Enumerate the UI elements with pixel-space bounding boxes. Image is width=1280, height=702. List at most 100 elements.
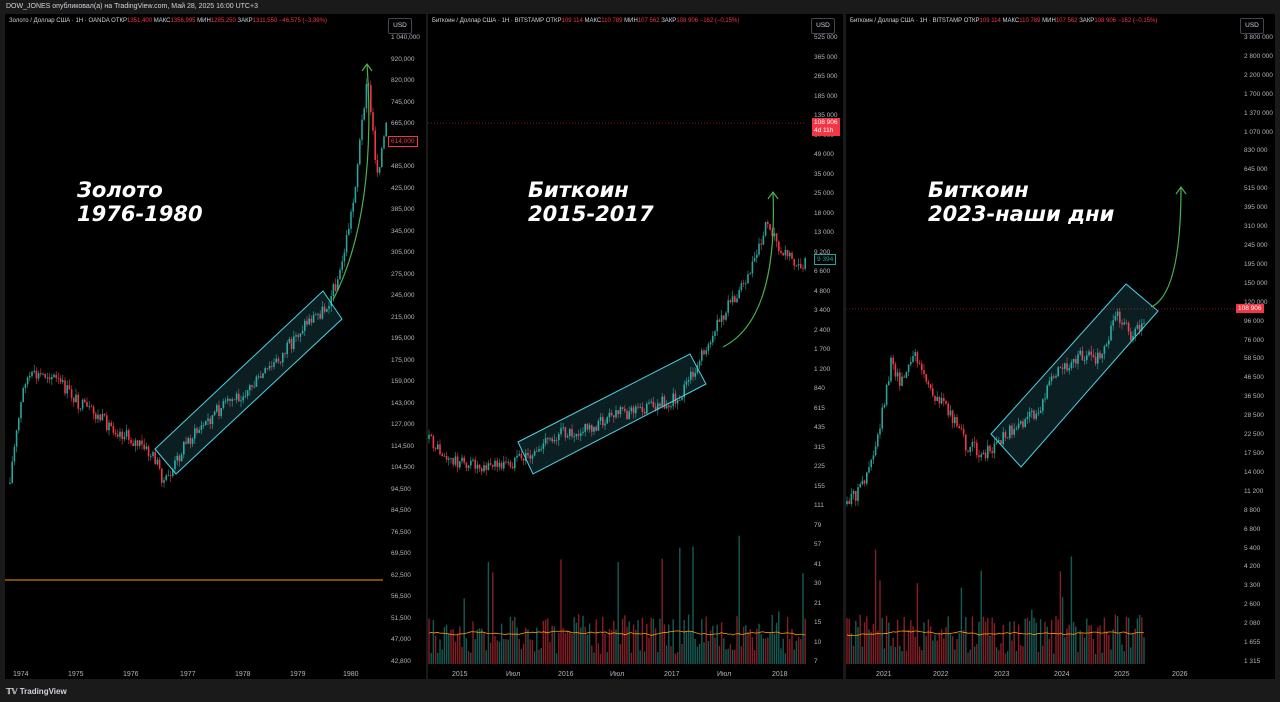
volume-bar: [701, 619, 703, 664]
candle-body: [1028, 412, 1031, 417]
candle-body: [95, 413, 97, 420]
volume-bar: [608, 628, 611, 664]
btc2023-header: Биткоин / Доллар США · 1Н · BITSTAMP ОТК…: [850, 18, 1157, 24]
candle-body: [910, 362, 912, 365]
volume-bar: [577, 614, 580, 664]
volume-bar: [881, 617, 883, 664]
y-tick-label: 195,000: [391, 335, 415, 343]
y-tick-label: 21: [814, 599, 822, 607]
candle-body: [976, 442, 978, 456]
high-label: МАКС: [153, 18, 171, 24]
candle-body: [326, 308, 328, 312]
volume-bar: [681, 643, 683, 664]
y-tick-label: 58 500: [1244, 355, 1264, 363]
candle-body: [323, 306, 326, 312]
volume-bar: [923, 622, 925, 664]
candle-body: [918, 363, 921, 364]
chart-panel-gold[interactable]: Золото / Доллар США · 1Н · OANDA ОТКР135…: [5, 14, 426, 679]
currency-button[interactable]: USD: [811, 18, 835, 34]
volume-bar: [452, 629, 454, 664]
candle-body: [707, 344, 710, 351]
y-tick-label: 315: [814, 443, 825, 451]
volume-bar: [654, 628, 657, 664]
currency-button[interactable]: USD: [388, 18, 412, 34]
volume-bar: [885, 615, 888, 664]
volume-bar: [951, 636, 954, 664]
chart-panel-btc-2015[interactable]: Биткоин / Доллар США · 1Н · BITSTAMP ОТК…: [428, 14, 843, 679]
candle-body: [945, 400, 947, 404]
candle-body: [773, 233, 776, 237]
volume-bar: [773, 633, 776, 664]
candle-body: [202, 425, 205, 426]
volume-bar: [626, 626, 628, 664]
volume-bar: [1059, 571, 1062, 664]
candle-body: [509, 461, 512, 467]
big-title-line-1: Золото: [77, 178, 163, 202]
volume-bar: [1068, 624, 1070, 664]
candle-body: [271, 366, 273, 367]
candle-body: [176, 455, 178, 461]
y-tick-label: 104,500: [391, 464, 415, 472]
candle-body: [558, 434, 560, 441]
candle-body: [753, 257, 756, 262]
btc2015-chart-canvas[interactable]: [428, 14, 843, 679]
volume-bar: [874, 549, 877, 664]
close-value: 108 906: [1094, 18, 1117, 24]
candle-body: [163, 480, 165, 483]
volume-bar: [542, 620, 545, 664]
volume-bar: [725, 649, 727, 664]
volume-bar: [918, 646, 921, 664]
btc2023-chart-canvas[interactable]: [846, 14, 1275, 679]
y-tick-label: 22 500: [1244, 431, 1264, 439]
chart-panel-btc-2023[interactable]: Биткоин / Доллар США · 1Н · BITSTAMP ОТК…: [846, 14, 1275, 679]
candle-body: [443, 455, 446, 457]
volume-bar: [1127, 617, 1130, 664]
volume-bar: [998, 650, 1000, 664]
x-tick-label: Июл: [610, 671, 625, 678]
volume-bar: [973, 646, 976, 664]
candle-body: [802, 267, 804, 269]
candle-body: [463, 457, 465, 463]
volume-bar: [679, 547, 681, 664]
tradingview-logo[interactable]: 𝕋𝕍 TradingView: [6, 682, 67, 702]
volume-bar: [575, 622, 578, 664]
candle-body: [257, 376, 260, 378]
candle-body: [112, 426, 115, 433]
candle-body: [639, 407, 641, 408]
volume-bar: [852, 645, 855, 664]
candle-body: [993, 443, 996, 454]
candle-body: [97, 414, 99, 420]
candle-body: [608, 412, 611, 418]
currency-button[interactable]: USD: [1240, 18, 1264, 34]
volume-bar: [1138, 614, 1141, 664]
volume-bar: [511, 620, 514, 664]
candle-body: [672, 393, 674, 407]
candle-body: [108, 422, 110, 431]
open-label: ОТКР: [963, 18, 980, 24]
volume-bar: [940, 629, 943, 664]
candle-body: [1015, 428, 1018, 430]
gold-chart-canvas[interactable]: [5, 14, 426, 679]
candle-body: [44, 373, 46, 378]
volume-bar: [967, 652, 969, 664]
candle-body: [286, 342, 288, 355]
volume-bar: [1006, 651, 1009, 664]
candle-body: [529, 455, 531, 459]
projection-arrowhead: [767, 190, 779, 200]
candle-body: [749, 273, 751, 275]
volume-bar: [1013, 620, 1015, 664]
candle-body: [586, 424, 589, 430]
volume-bar: [954, 649, 956, 664]
x-tick-label: 2021: [876, 671, 892, 678]
y-tick-label: 385,000: [391, 206, 415, 214]
low-label: МИН: [197, 18, 211, 24]
candle-body: [348, 228, 350, 236]
volume-bar: [1130, 647, 1132, 664]
candle-body: [1114, 316, 1117, 321]
candle-body: [938, 396, 941, 404]
candle-body: [136, 440, 139, 446]
candle-body: [969, 446, 971, 452]
candle-body: [372, 112, 374, 131]
candle-body: [775, 233, 778, 242]
y-tick-label: 425,000: [391, 184, 415, 192]
